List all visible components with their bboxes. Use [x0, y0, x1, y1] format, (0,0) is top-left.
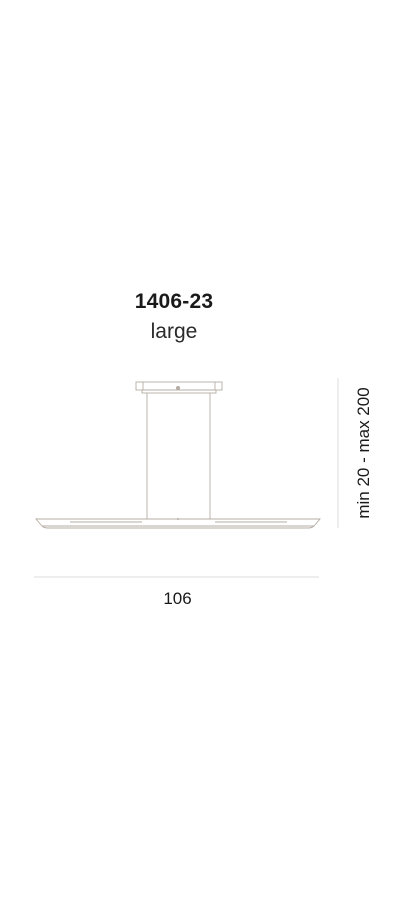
product-size: large [150, 320, 198, 343]
width-dimension-label: 106 [163, 589, 192, 608]
suspension-cables [146, 393, 211, 519]
height-dimension-label: min 20 - max 200 [354, 387, 373, 519]
product-code: 1406-23 [134, 290, 214, 313]
ceiling-canopy [135, 381, 223, 394]
lamp-body [35, 518, 321, 529]
